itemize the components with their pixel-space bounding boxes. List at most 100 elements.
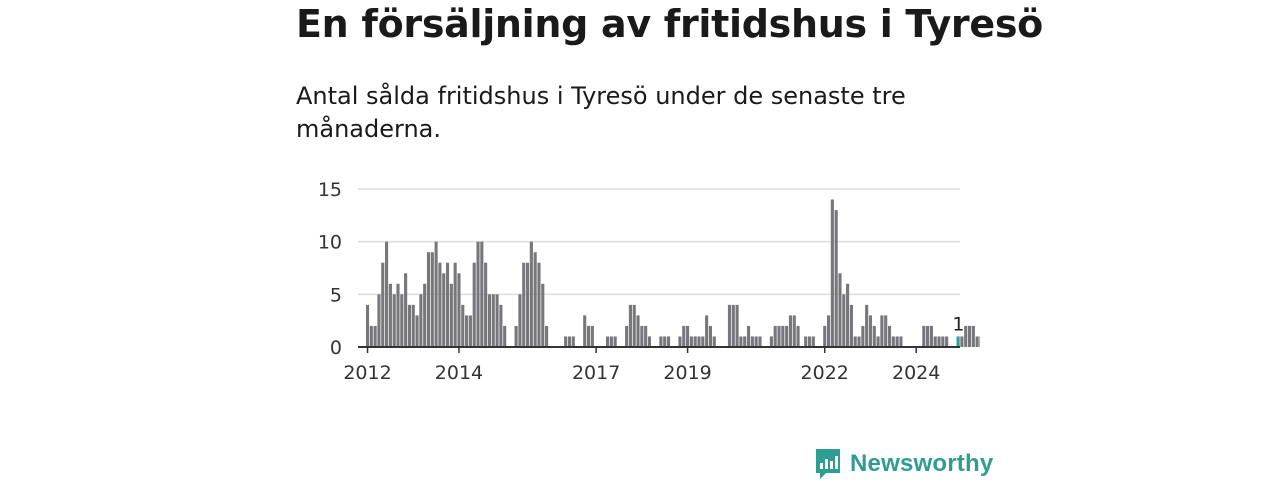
bar xyxy=(731,304,735,347)
bar xyxy=(480,241,484,347)
bar xyxy=(971,325,975,347)
x-tick-label: 2024 xyxy=(892,362,940,384)
bar xyxy=(419,294,423,347)
bar xyxy=(849,304,853,347)
bar xyxy=(400,294,404,347)
bar xyxy=(830,199,834,347)
bar xyxy=(922,325,926,347)
bar-highlight xyxy=(956,336,960,347)
y-tick-label: 10 xyxy=(318,232,342,254)
bar xyxy=(636,315,640,347)
x-tick-label: 2019 xyxy=(663,362,711,384)
bar xyxy=(895,336,899,347)
bar xyxy=(788,315,793,347)
bar xyxy=(705,315,709,347)
bar xyxy=(811,336,815,347)
bar xyxy=(781,325,785,347)
bar xyxy=(941,336,945,347)
bar xyxy=(392,294,396,347)
bar xyxy=(396,283,400,347)
bar xyxy=(385,241,389,347)
bar xyxy=(625,325,629,347)
bar xyxy=(518,294,522,347)
bar xyxy=(884,315,888,347)
bar xyxy=(377,294,381,347)
bar xyxy=(426,252,431,347)
bar xyxy=(693,336,697,347)
bar xyxy=(853,336,857,347)
bar xyxy=(415,315,419,347)
bar xyxy=(461,304,465,347)
bar xyxy=(487,294,492,347)
chart-subtitle: Antal sålda fritidshus i Tyresö under de… xyxy=(296,82,906,143)
bar xyxy=(838,273,842,347)
bar xyxy=(628,304,632,347)
bar xyxy=(438,262,442,347)
bar xyxy=(659,336,663,347)
bar xyxy=(609,336,613,347)
bar xyxy=(457,273,461,347)
bar xyxy=(442,273,446,347)
bar xyxy=(865,304,869,347)
bar xyxy=(796,325,800,347)
bar xyxy=(644,325,648,347)
bar xyxy=(754,336,758,347)
bar xyxy=(632,304,636,347)
bar xyxy=(975,336,979,347)
brand-name: Newsworthy xyxy=(850,450,994,477)
bar xyxy=(411,304,415,347)
y-tick-label: 5 xyxy=(330,284,342,306)
brand-logo[interactable]: Newsworthy xyxy=(814,446,993,482)
bar xyxy=(929,325,933,347)
bar xyxy=(682,325,686,347)
bar xyxy=(964,325,968,347)
bar xyxy=(823,325,827,347)
bar xyxy=(640,325,644,347)
bar xyxy=(750,336,754,347)
bar xyxy=(529,241,533,347)
bar xyxy=(613,336,617,347)
bar xyxy=(735,304,739,347)
bar xyxy=(434,241,438,347)
bar xyxy=(701,336,705,347)
bar xyxy=(739,336,743,347)
bar xyxy=(647,336,652,347)
bar xyxy=(857,336,861,347)
bar xyxy=(727,304,732,347)
bar xyxy=(514,325,518,347)
bar xyxy=(807,336,812,347)
y-tick-label: 0 xyxy=(330,337,342,359)
bar xyxy=(712,336,716,347)
bar xyxy=(804,336,808,347)
bar xyxy=(491,294,495,347)
bar xyxy=(743,336,747,347)
bar xyxy=(834,210,838,347)
x-tick-label: 2022 xyxy=(801,362,849,384)
bar xyxy=(404,273,408,347)
bar xyxy=(503,325,507,347)
bar xyxy=(773,325,777,347)
bar xyxy=(495,294,499,347)
bar xyxy=(430,252,434,347)
bar xyxy=(407,304,411,347)
bar xyxy=(522,262,526,347)
bar xyxy=(880,315,884,347)
bar xyxy=(842,294,846,347)
bar xyxy=(891,336,895,347)
bar xyxy=(453,262,457,347)
x-tick-label: 2017 xyxy=(572,362,620,384)
bar xyxy=(423,283,427,347)
bar xyxy=(564,336,568,347)
bar xyxy=(445,262,450,347)
bar xyxy=(388,283,392,347)
bar xyxy=(541,283,545,347)
bar xyxy=(960,336,964,347)
bar xyxy=(468,315,472,347)
bar xyxy=(933,336,937,347)
bar xyxy=(590,325,594,347)
bar xyxy=(465,315,469,347)
bar xyxy=(381,262,385,347)
bar xyxy=(369,325,373,347)
bar xyxy=(686,325,690,347)
bar xyxy=(583,315,587,347)
